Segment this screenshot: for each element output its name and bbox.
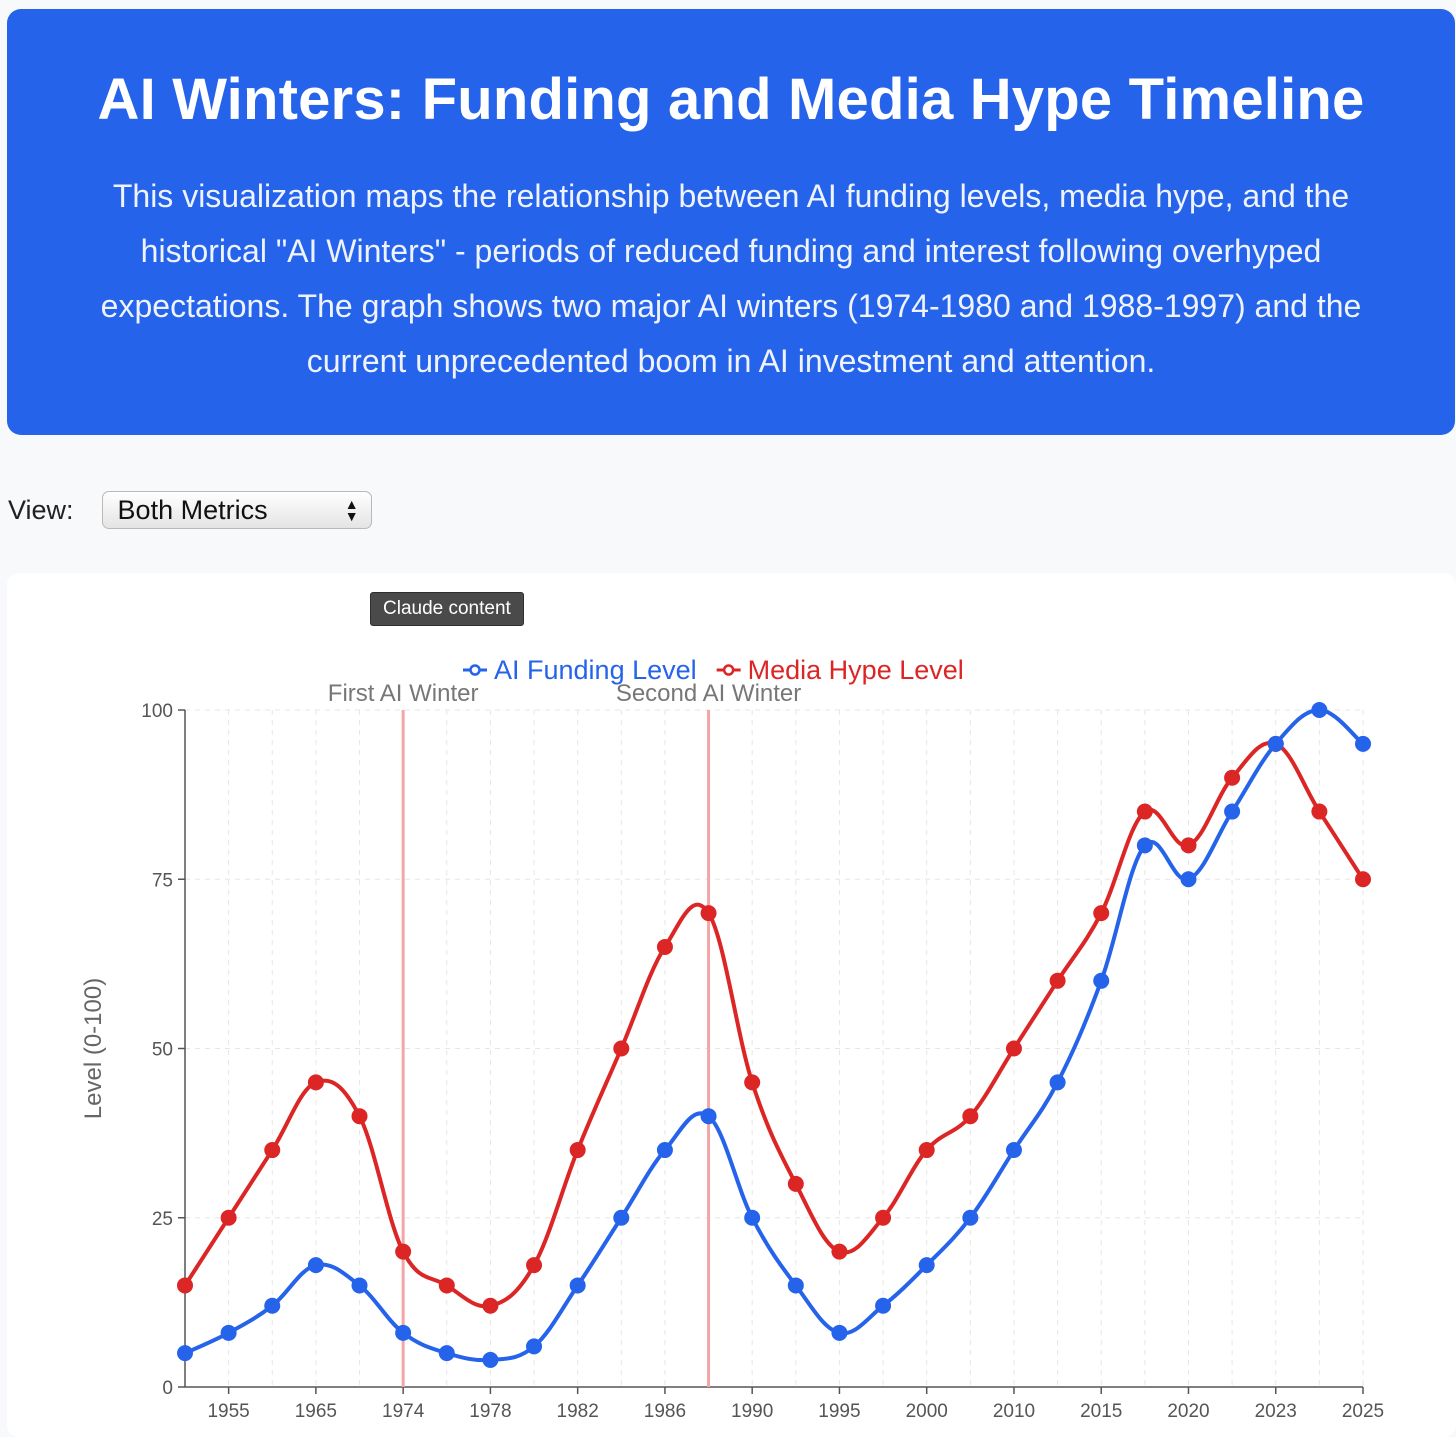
data-point <box>395 1324 412 1341</box>
data-point <box>1093 905 1110 922</box>
data-point <box>177 1345 193 1362</box>
data-point <box>351 1108 368 1125</box>
x-tick-label: 1978 <box>469 1401 511 1422</box>
data-point <box>1093 972 1110 989</box>
data-point <box>962 1108 979 1125</box>
legend-marker <box>722 664 735 676</box>
data-point <box>1136 837 1153 854</box>
series-line <box>184 707 1365 1363</box>
data-point <box>307 1257 324 1274</box>
data-point <box>1224 803 1241 820</box>
x-tick-label: 2015 <box>1080 1401 1122 1422</box>
data-point <box>1311 803 1328 820</box>
data-point <box>875 1297 892 1314</box>
data-point <box>700 905 717 922</box>
data-point <box>220 1324 237 1341</box>
legend-marker <box>469 664 481 676</box>
data-point <box>482 1297 499 1314</box>
view-select-value: Both Metrics <box>117 494 268 525</box>
data-point <box>351 1277 368 1294</box>
series-line <box>183 740 1365 1309</box>
y-tick-label: 75 <box>152 870 173 891</box>
data-point <box>1355 735 1371 752</box>
x-tick-label: 1982 <box>557 1401 599 1422</box>
data-point <box>1005 1040 1022 1057</box>
data-point <box>831 1324 848 1341</box>
view-label: View: <box>8 494 74 525</box>
x-tick-label: 2010 <box>993 1401 1035 1422</box>
x-tick-label: 2023 <box>1255 1401 1297 1422</box>
winter-label: Second AI Winter <box>616 680 801 707</box>
x-tick-label: 2025 <box>1342 1401 1384 1422</box>
x-tick-label: 2020 <box>1167 1401 1209 1422</box>
data-point <box>395 1243 412 1260</box>
data-point <box>220 1209 237 1226</box>
data-point <box>744 1074 761 1091</box>
data-point <box>875 1209 892 1226</box>
y-tick-label: 0 <box>162 1378 173 1399</box>
data-point <box>482 1351 499 1368</box>
data-point <box>656 938 673 955</box>
select-arrows-icon: ▲ ▼ <box>344 496 359 524</box>
x-tick-label: 1986 <box>644 1401 686 1422</box>
legend-label: AI Funding Level <box>494 655 697 685</box>
x-tick-label: 2000 <box>906 1401 948 1422</box>
header-banner: AI Winters: Funding and Media Hype Timel… <box>7 9 1455 435</box>
data-point <box>1005 1142 1022 1159</box>
x-tick-label: 1974 <box>382 1401 425 1422</box>
data-point <box>264 1297 281 1314</box>
data-point <box>264 1142 281 1159</box>
data-point <box>569 1277 586 1294</box>
data-point <box>1049 972 1066 989</box>
data-point <box>1355 871 1371 888</box>
y-axis-label: Level (0-100) <box>80 978 107 1119</box>
data-point <box>1180 837 1197 854</box>
data-point <box>613 1209 630 1226</box>
data-point <box>918 1257 935 1274</box>
view-controls: View: Both Metrics ▲ ▼ <box>8 490 372 530</box>
data-point <box>744 1209 761 1226</box>
data-point <box>438 1345 455 1362</box>
tooltip: Claude content <box>370 592 524 626</box>
data-point <box>1049 1074 1066 1091</box>
chart-card <box>7 573 1456 1437</box>
data-point <box>526 1338 543 1355</box>
view-select[interactable]: Both Metrics ▲ ▼ <box>101 491 372 529</box>
legend-label: Media Hype Level <box>748 655 964 685</box>
data-point <box>1311 702 1328 718</box>
y-tick-label: 100 <box>141 701 173 722</box>
data-point <box>1267 735 1284 752</box>
x-tick-label: 1995 <box>818 1401 860 1422</box>
data-point <box>1180 871 1197 888</box>
y-tick-label: 50 <box>152 1040 173 1061</box>
data-point <box>526 1257 543 1274</box>
data-point <box>962 1209 979 1226</box>
data-point <box>1136 803 1153 820</box>
x-tick-label: 1955 <box>207 1401 249 1422</box>
data-point <box>1224 769 1241 786</box>
x-tick-label: 1990 <box>731 1401 773 1422</box>
data-point <box>918 1142 935 1159</box>
page-description: This visualization maps the relationship… <box>100 178 1362 379</box>
data-point <box>569 1142 586 1159</box>
data-point <box>307 1074 324 1091</box>
y-tick-label: 25 <box>152 1209 173 1230</box>
data-point <box>831 1243 848 1260</box>
data-point <box>700 1108 717 1125</box>
x-tick-label: 1965 <box>295 1401 337 1422</box>
data-point <box>438 1277 455 1294</box>
data-point <box>787 1277 804 1294</box>
data-point <box>787 1175 804 1192</box>
data-point <box>177 1277 193 1294</box>
data-point <box>656 1142 673 1159</box>
page-title: AI Winters: Funding and Media Hype Timel… <box>97 67 1365 132</box>
winter-label: First AI Winter <box>328 680 479 707</box>
data-point <box>613 1040 630 1057</box>
